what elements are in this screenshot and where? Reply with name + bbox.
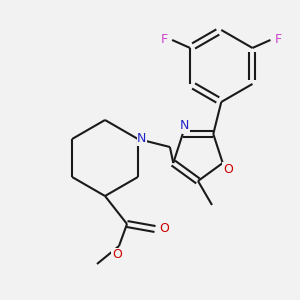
Text: O: O [112, 248, 122, 262]
Text: O: O [223, 163, 233, 176]
Text: F: F [275, 34, 282, 46]
Text: N: N [137, 133, 147, 146]
Text: N: N [180, 119, 189, 133]
Text: O: O [159, 223, 169, 236]
Text: F: F [160, 34, 168, 46]
